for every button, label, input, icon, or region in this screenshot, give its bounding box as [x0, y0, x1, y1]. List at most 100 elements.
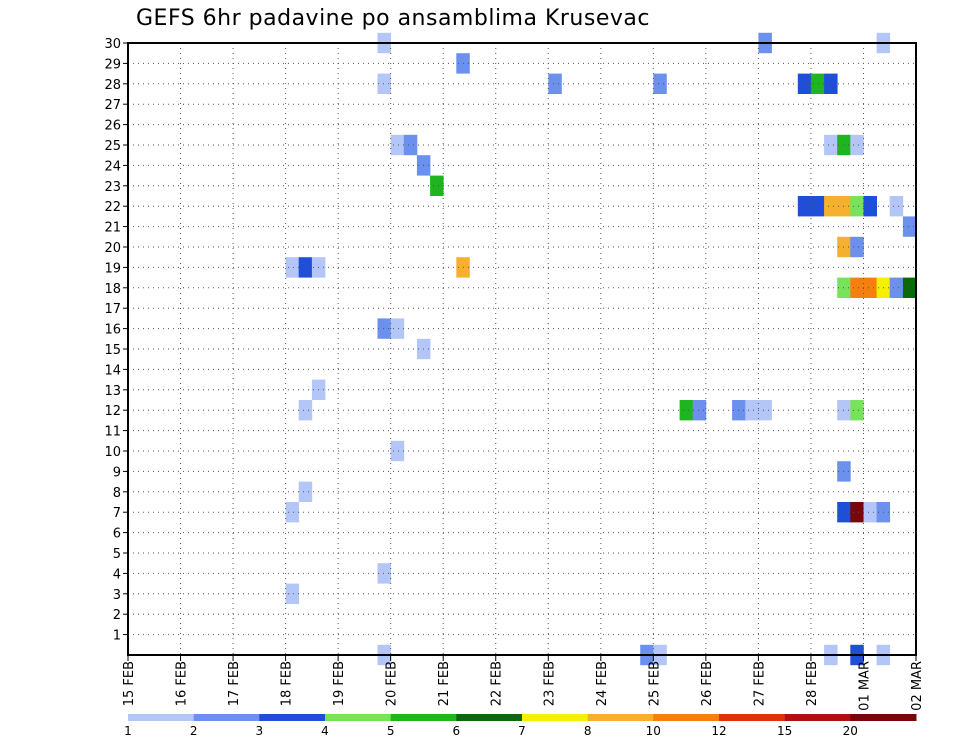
x-tick-label: 20 FEB [385, 661, 400, 706]
x-tick-label: 21 FEB [437, 661, 452, 706]
grid [128, 43, 916, 655]
y-tick-label: 21 [104, 221, 121, 236]
x-tick-label: 15 FEB [122, 661, 137, 706]
x-tick-label: 28 FEB [805, 661, 820, 706]
precip-cell [298, 481, 313, 502]
precip-cell [850, 196, 864, 217]
y-tick-label: 13 [104, 384, 121, 399]
y-tick-label: 19 [104, 261, 121, 276]
y-tick-label: 23 [104, 180, 121, 195]
precip-cell [810, 73, 825, 94]
precip-cell [824, 196, 838, 217]
x-tick-label: 01 MAR [857, 661, 872, 711]
y-tick-label: 1 [113, 629, 121, 644]
precip-cell [390, 440, 405, 462]
precip-cell [824, 73, 838, 94]
precip-cell [430, 175, 444, 196]
x-tick-label: 27 FEB [752, 661, 767, 706]
x-tick-label: 17 FEB [227, 661, 242, 706]
y-tick-label: 22 [104, 200, 121, 215]
y-tick-label: 5 [113, 547, 121, 562]
precip-cell [403, 134, 418, 156]
colorbar-label: 8 [584, 724, 592, 738]
colorbar-label: 6 [452, 724, 460, 738]
precip-cell [679, 400, 694, 421]
colorbar-label: 12 [711, 724, 726, 738]
colorbar-label: 7 [518, 724, 526, 738]
colorbar: 1 2 3 4 5 6 7 8 10 12 15 20 [124, 714, 917, 738]
precip-cell [390, 134, 405, 156]
precip-cell [863, 502, 877, 523]
precip-cell [298, 257, 313, 278]
precip-cell [889, 277, 904, 298]
y-tick-label: 24 [104, 159, 121, 174]
precip-cell [797, 73, 812, 94]
y-tick-label: 4 [113, 567, 121, 582]
colorbar-segment [456, 714, 523, 721]
precip-cell [850, 134, 864, 156]
precip-cell [692, 400, 707, 421]
precip-cell [797, 196, 812, 217]
colorbar-segment [850, 714, 917, 721]
colorbar-segment [193, 714, 260, 721]
colorbar-label: 5 [387, 724, 395, 738]
precip-cell [377, 318, 391, 339]
y-tick-label: 17 [104, 302, 121, 317]
precip-cell [889, 196, 904, 217]
y-tick-label: 27 [104, 98, 121, 113]
y-tick-label: 9 [113, 465, 121, 480]
y-tick-label: 6 [113, 527, 121, 542]
y-tick-label: 12 [104, 404, 121, 419]
precip-cell [548, 73, 562, 94]
colorbar-segment [390, 714, 457, 721]
y-tick-label: 14 [104, 363, 121, 378]
y-tick-label: 11 [104, 425, 121, 440]
precip-cell [902, 277, 917, 298]
colorbar-segment [259, 714, 326, 721]
y-tick-label: 20 [104, 241, 121, 256]
y-tick-label: 29 [104, 57, 121, 72]
y-tick-label: 16 [104, 323, 121, 338]
x-tick-label: 26 FEB [700, 661, 715, 706]
precip-cell [902, 216, 917, 237]
colorbar-label: 3 [255, 724, 263, 738]
precip-cell [745, 400, 759, 421]
y-tick-label: 10 [104, 445, 121, 460]
colorbar-segment [653, 714, 720, 721]
precip-cell [285, 257, 300, 278]
y-tick-label: 28 [104, 78, 121, 93]
y-tick-label: 26 [104, 119, 121, 134]
colorbar-label: 2 [190, 724, 198, 738]
precip-cell [863, 196, 877, 217]
precip-cell [653, 73, 667, 94]
x-tick-label: 24 FEB [595, 661, 610, 706]
x-tick-label: 19 FEB [332, 661, 347, 706]
x-tick-label: 25 FEB [647, 661, 662, 706]
colorbar-segment [784, 714, 851, 721]
colorbar-segment [325, 714, 392, 721]
x-tick-label: 23 FEB [542, 661, 557, 706]
precip-cell [298, 400, 313, 421]
colorbar-label: 4 [321, 724, 329, 738]
y-tick-label: 7 [113, 506, 121, 521]
precip-cell [285, 502, 300, 523]
precip-cell [810, 196, 825, 217]
y-tick-label: 3 [113, 588, 121, 603]
colorbar-label: 1 [124, 724, 132, 738]
chart-title: GEFS 6hr padavine po ansamblima Krusevac [136, 6, 650, 31]
precip-cell [390, 318, 405, 339]
colorbar-label: 15 [777, 724, 792, 738]
x-tick-label: 18 FEB [280, 661, 295, 706]
precip-cell [377, 73, 391, 94]
precip-cell [850, 502, 864, 523]
precip-cell [863, 277, 877, 298]
y-tick-label: 2 [113, 608, 121, 623]
colorbar-segment [128, 714, 195, 721]
colorbar-segment [522, 714, 589, 721]
x-axis-ticks: 15 FEB 16 FEB 17 FEB 18 FEB 19 FEB 20 FEB 21 F… [122, 655, 925, 711]
plot-frame [127, 42, 917, 656]
precip-cell [850, 236, 864, 258]
x-tick-label: 22 FEB [490, 661, 505, 706]
y-axis-ticks: 1234567891011121314151617181920212223242… [104, 37, 128, 644]
